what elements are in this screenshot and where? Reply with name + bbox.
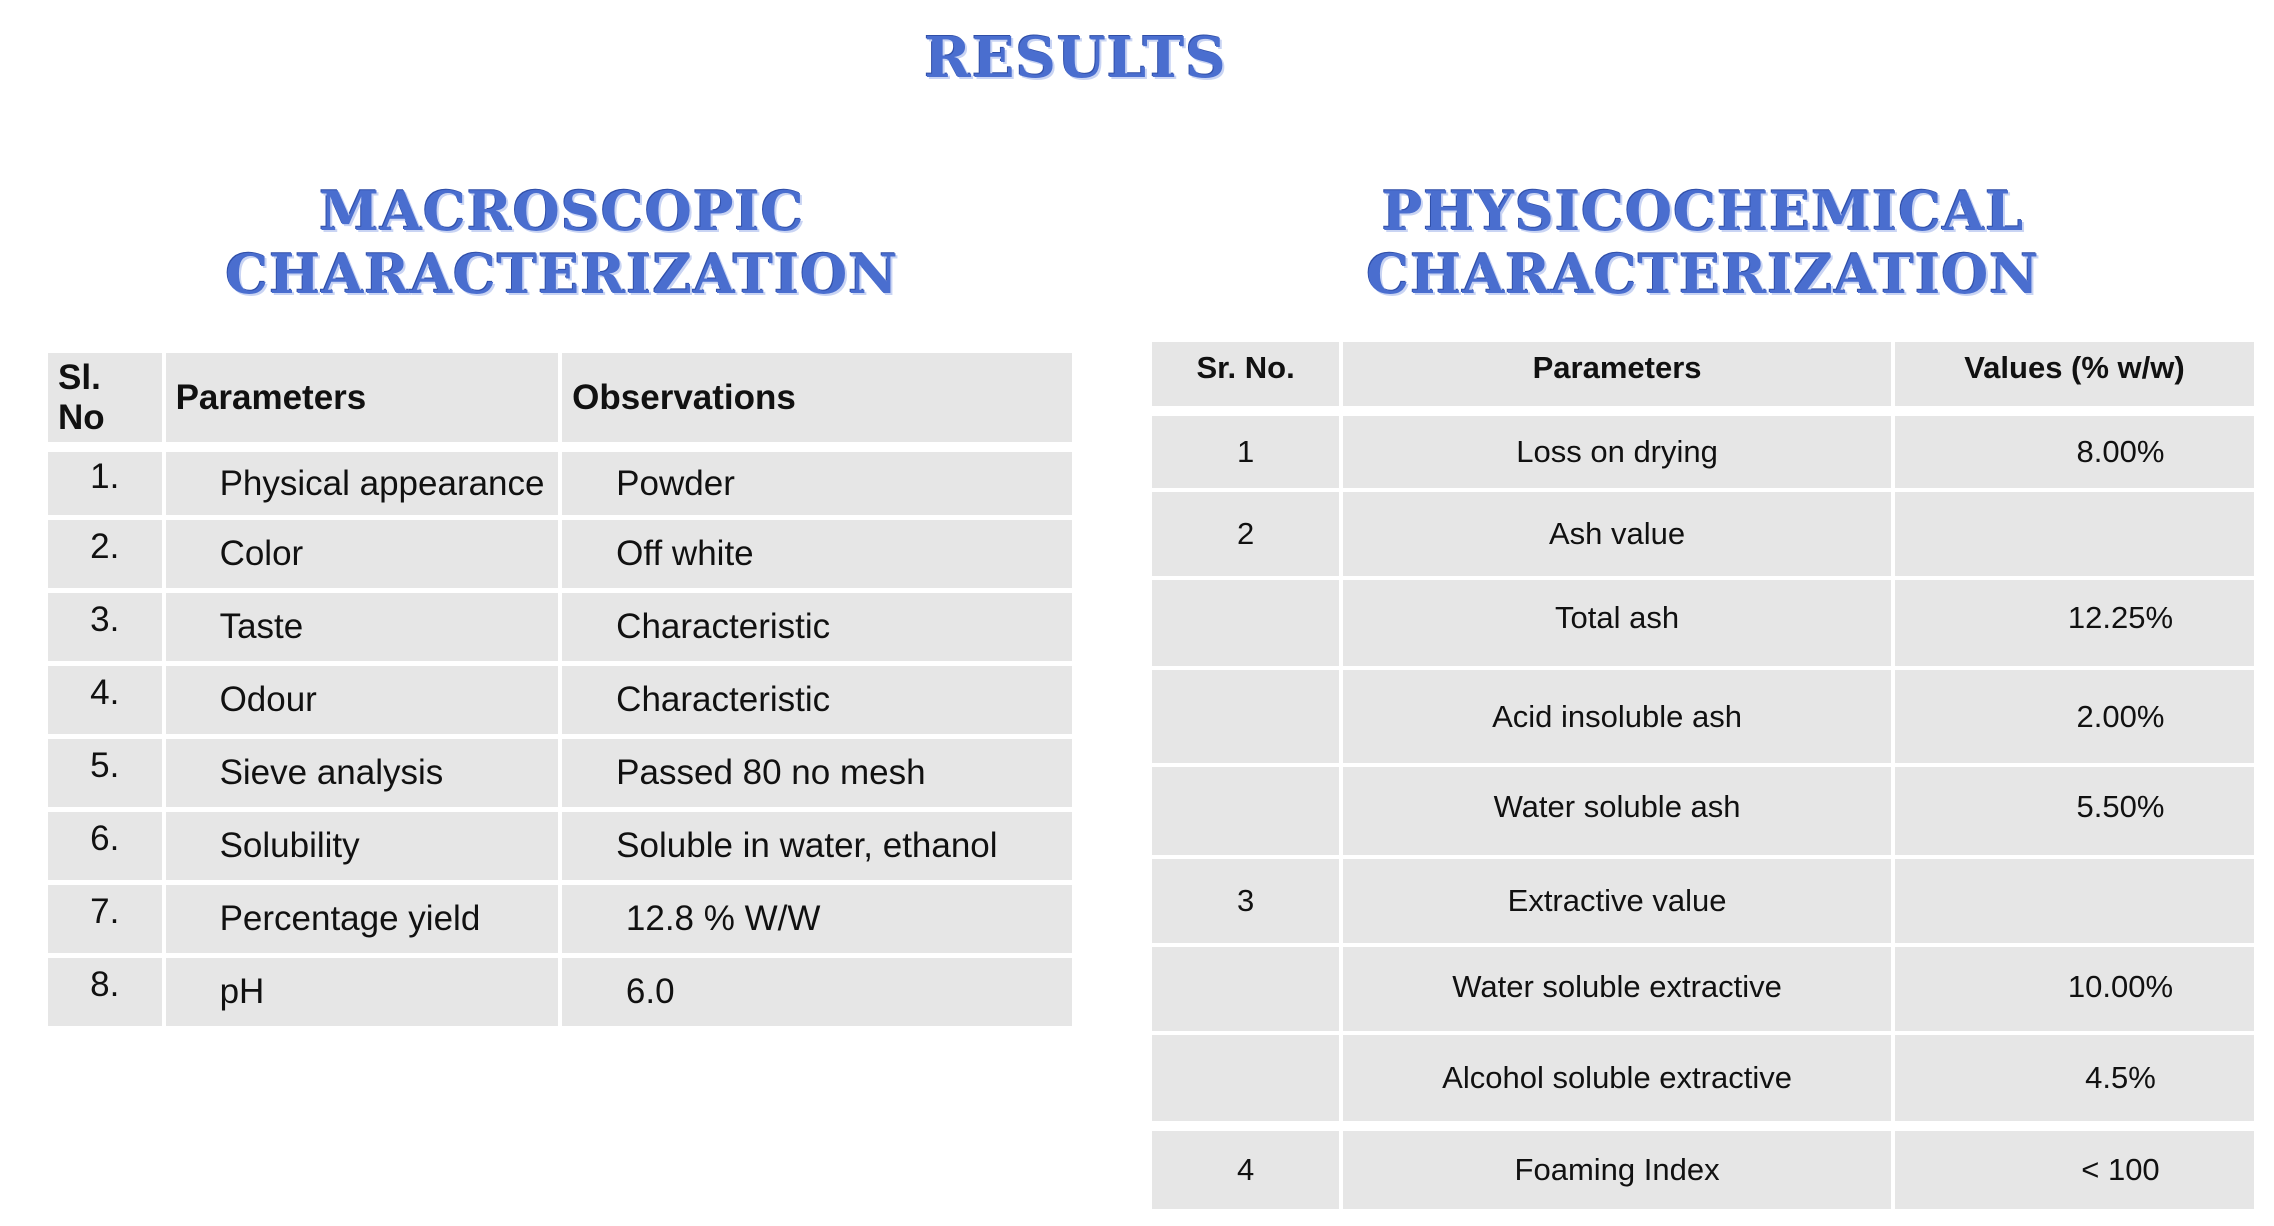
row-value — [1894, 859, 2254, 943]
row-number: 2 — [1152, 492, 1340, 576]
row-number: 1. — [48, 447, 162, 515]
row-parameter: Percentage yield — [165, 885, 559, 953]
row-value: 10.00% — [1894, 947, 2254, 1031]
page-title: RESULTS — [924, 25, 1227, 91]
table-row: Water soluble extractive 10.00% — [1152, 947, 2254, 1031]
row-value: 2.00% — [1894, 670, 2254, 763]
row-number — [1152, 767, 1340, 855]
table-row: 7. Percentage yield 12.8 % W/W — [48, 885, 1072, 953]
row-number: 8. — [48, 958, 162, 1026]
table-row: 2 Ash value — [1152, 492, 2254, 576]
row-number — [1152, 1035, 1340, 1121]
row-parameter: Water soluble extractive — [1343, 947, 1891, 1031]
row-observation: 6.0 — [562, 958, 1072, 1026]
row-value: 12.25% — [1894, 580, 2254, 666]
row-parameter: Color — [165, 520, 559, 588]
table-row: 5. Sieve analysis Passed 80 no mesh — [48, 739, 1072, 807]
table-header-row: Sl. No Parameters Observations — [48, 353, 1072, 442]
row-parameter: Water soluble ash — [1343, 767, 1891, 855]
row-observation: Characteristic — [562, 666, 1072, 734]
table-row: 6. Solubility Soluble in water, ethanol — [48, 812, 1072, 880]
row-number: 3. — [48, 593, 162, 661]
column-header-parameters: Parameters — [165, 353, 559, 442]
row-observation: Characteristic — [562, 593, 1072, 661]
table-row: Acid insoluble ash 2.00% — [1152, 670, 2254, 763]
row-parameter: Alcohol soluble extractive — [1343, 1035, 1891, 1121]
row-parameter: Ash value — [1343, 492, 1891, 576]
row-value: 5.50% — [1894, 767, 2254, 855]
row-parameter: Odour — [165, 666, 559, 734]
table-row: 3 Extractive value — [1152, 859, 2254, 943]
table-row: 3. Taste Characteristic — [48, 593, 1072, 661]
table-row: 1 Loss on drying 8.00% — [1152, 410, 2254, 488]
row-number — [1152, 947, 1340, 1031]
row-parameter: Sieve analysis — [165, 739, 559, 807]
row-observation: Passed 80 no mesh — [562, 739, 1072, 807]
column-header-sr-no: Sr. No. — [1152, 342, 1340, 406]
table-row: 1. Physical appearance Powder — [48, 447, 1072, 515]
table-row: 4. Odour Characteristic — [48, 666, 1072, 734]
row-observation: 12.8 % W/W — [562, 885, 1072, 953]
row-parameter: Physical appearance — [165, 447, 559, 515]
table-header-row: Sr. No. Parameters Values (% w/w) — [1152, 342, 2254, 406]
column-header-sl-no: Sl. No — [48, 353, 162, 442]
row-number: 5. — [48, 739, 162, 807]
column-header-observations: Observations — [562, 353, 1072, 442]
table-row: Water soluble ash 5.50% — [1152, 767, 2254, 855]
physicochemical-heading-line2: CHARACTERIZATION — [1366, 241, 2040, 306]
row-parameter: Foaming Index — [1343, 1125, 1891, 1209]
row-parameter: Acid insoluble ash — [1343, 670, 1891, 763]
table-row: 2. Color Off white — [48, 520, 1072, 588]
macroscopic-heading-line2: CHARACTERIZATION — [225, 241, 899, 306]
physicochemical-table: Sr. No. Parameters Values (% w/w) 1 Loss… — [1148, 338, 2258, 1213]
row-number: 3 — [1152, 859, 1340, 943]
row-observation: Soluble in water, ethanol — [562, 812, 1072, 880]
row-number: 4 — [1152, 1125, 1340, 1209]
row-parameter: Taste — [165, 593, 559, 661]
row-observation: Off white — [562, 520, 1072, 588]
column-header-values: Values (% w/w) — [1894, 342, 2254, 406]
row-parameter: Extractive value — [1343, 859, 1891, 943]
row-number: 6. — [48, 812, 162, 880]
table-row: Alcohol soluble extractive 4.5% — [1152, 1035, 2254, 1121]
physicochemical-heading-line1: PHYSICOCHEMICAL — [1381, 179, 2025, 243]
row-parameter: Solubility — [165, 812, 559, 880]
macroscopic-heading: MACROSCOPIC CHARACTERIZATION — [48, 180, 1076, 305]
row-number: 1 — [1152, 410, 1340, 488]
row-number: 7. — [48, 885, 162, 953]
row-value: 4.5% — [1894, 1035, 2254, 1121]
macroscopic-table: Sl. No Parameters Observations 1. Physic… — [44, 348, 1076, 1031]
physicochemical-heading: PHYSICOCHEMICAL CHARACTERIZATION — [1148, 180, 2258, 305]
macroscopic-heading-line1: MACROSCOPIC — [319, 179, 805, 243]
table-row: 8. pH 6.0 — [48, 958, 1072, 1026]
row-value: < 100 — [1894, 1125, 2254, 1209]
row-parameter: Total ash — [1343, 580, 1891, 666]
row-number — [1152, 580, 1340, 666]
row-observation: Powder — [562, 447, 1072, 515]
row-parameter: pH — [165, 958, 559, 1026]
row-value: 8.00% — [1894, 410, 2254, 488]
row-value — [1894, 492, 2254, 576]
table-row: Total ash 12.25% — [1152, 580, 2254, 666]
column-header-parameters: Parameters — [1343, 342, 1891, 406]
row-number: 4. — [48, 666, 162, 734]
row-parameter: Loss on drying — [1343, 410, 1891, 488]
row-number: 2. — [48, 520, 162, 588]
table-row: 4 Foaming Index < 100 — [1152, 1125, 2254, 1209]
row-number — [1152, 670, 1340, 763]
